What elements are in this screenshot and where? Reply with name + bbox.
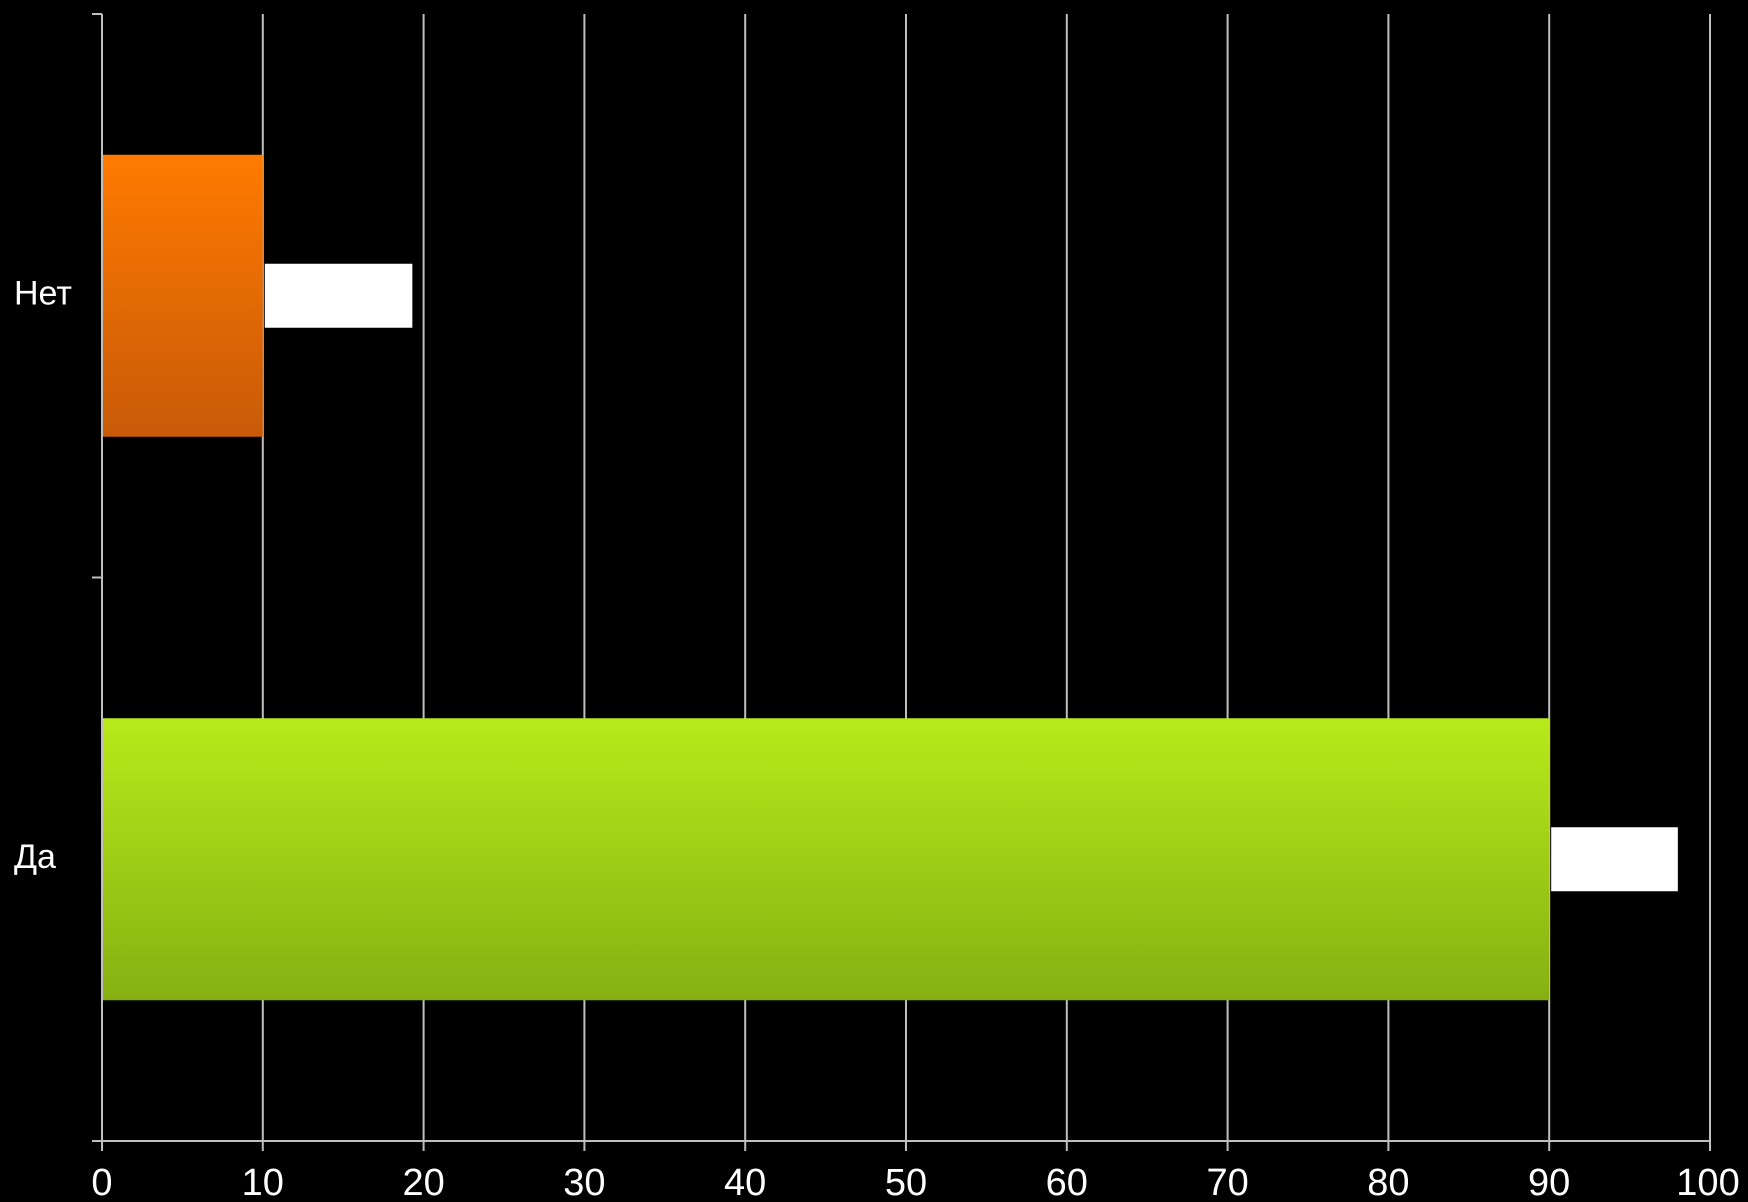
grid-lines	[261, 14, 1711, 1141]
x-tick-label-40: 40	[724, 1162, 766, 1202]
callout-box-net	[264, 263, 413, 328]
x-tick-label-100: 100	[1676, 1162, 1739, 1202]
x-tick-label-10: 10	[242, 1162, 284, 1202]
x-tick-label-70: 70	[1206, 1162, 1248, 1202]
x-tick-label-0: 0	[91, 1162, 112, 1202]
x-tick-label-80: 80	[1367, 1162, 1409, 1202]
labels: Нет Да 0 10 20 30 40 50 60 70 80 90 100	[14, 275, 1740, 1202]
category-label-da: Да	[14, 838, 56, 876]
axes	[92, 13, 1711, 1151]
category-label-net: Нет	[14, 275, 72, 313]
x-tick-label-50: 50	[885, 1162, 927, 1202]
bars	[102, 154, 1678, 1001]
x-tick-label-20: 20	[402, 1162, 444, 1202]
callout-box-da	[1551, 827, 1678, 892]
x-tick-label-30: 30	[563, 1162, 605, 1202]
bar-net	[102, 154, 263, 437]
x-tick-label-90: 90	[1528, 1162, 1570, 1202]
bar-da	[102, 718, 1550, 1001]
x-tick-label-60: 60	[1046, 1162, 1088, 1202]
